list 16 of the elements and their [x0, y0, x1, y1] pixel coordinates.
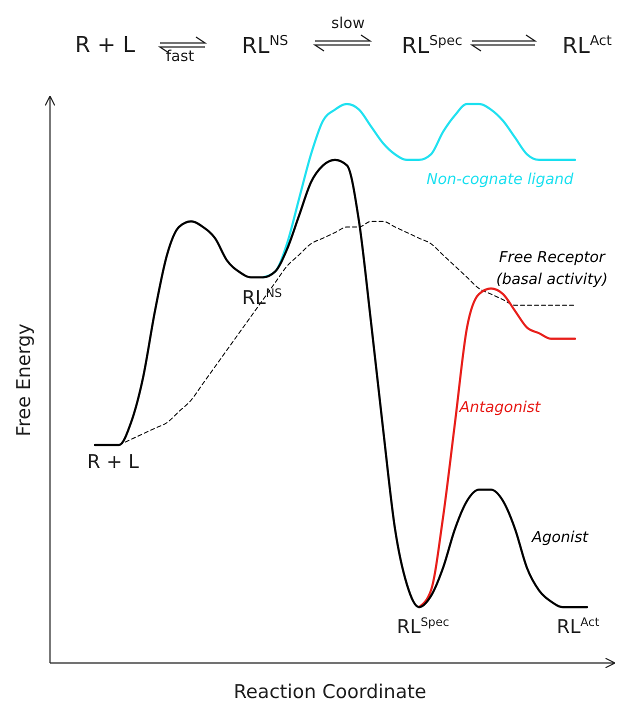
series-label: Agonist: [530, 528, 590, 546]
text: RL$^{NS}$: [242, 33, 288, 59]
text: R + L: [75, 33, 136, 58]
annotation: RL$^{NS}$: [242, 286, 282, 309]
series-label: Free Receptor (basal activity): [496, 248, 608, 288]
annotation: RL$^{Spec}$: [396, 615, 450, 638]
y-axis-title: Free Energy: [13, 324, 35, 436]
text: RL$^{Spec}$: [402, 33, 462, 59]
text: RL$^{Act}$: [562, 33, 612, 59]
text: fast: [166, 47, 194, 65]
annotation: RL$^{Act}$: [556, 615, 600, 638]
series-label: Non-cognate ligand: [426, 170, 574, 188]
text: slow: [331, 14, 365, 32]
annotation: R + L: [87, 451, 140, 473]
x-axis-title: Reaction Coordinate: [234, 681, 426, 703]
series-label: Antagonist: [458, 398, 542, 416]
